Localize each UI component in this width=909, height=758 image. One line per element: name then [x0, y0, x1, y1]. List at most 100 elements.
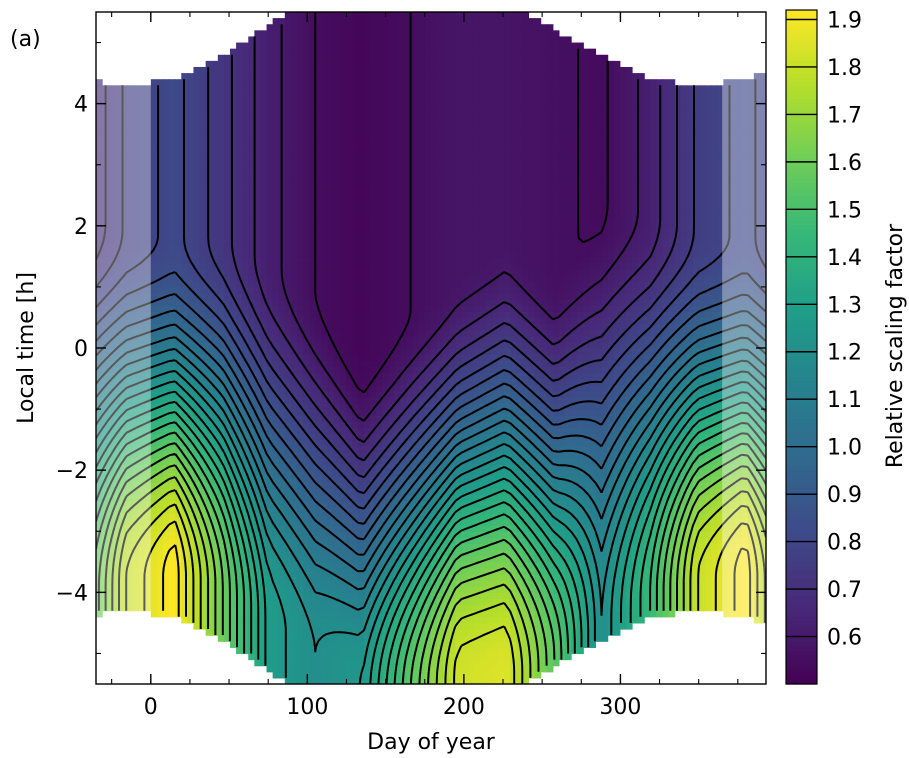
heatmap-cell [156, 561, 164, 569]
heatmap-cell [345, 653, 353, 661]
heatmap-cell [132, 574, 140, 581]
heatmap-cell [96, 476, 103, 483]
heatmap-cell [150, 378, 158, 386]
heatmap-cell [370, 219, 377, 227]
heatmap-cell [108, 329, 115, 337]
heatmap-cell [96, 421, 103, 429]
heatmap-cell [370, 543, 377, 551]
heatmap-cell [364, 402, 371, 410]
heatmap-cell [272, 225, 280, 233]
heatmap-cell [248, 164, 255, 172]
heatmap-cell [102, 268, 109, 276]
heatmap-cell [242, 464, 249, 471]
heatmap-cell [303, 79, 310, 86]
heatmap-cell [108, 415, 115, 422]
heatmap-cell [150, 457, 158, 465]
heatmap-cell [297, 396, 304, 404]
heatmap-cell [230, 409, 237, 416]
heatmap-cell [108, 402, 115, 410]
heatmap-cell [394, 115, 402, 123]
heatmap-cell [357, 390, 365, 398]
heatmap-cell [236, 311, 243, 319]
heatmap-cell [102, 348, 109, 355]
heatmap-cell [351, 470, 359, 477]
heatmap-cell [364, 506, 371, 514]
heatmap-cell [339, 549, 347, 557]
heatmap-cell [339, 152, 347, 160]
heatmap-cell [370, 103, 377, 111]
heatmap-cell [242, 519, 249, 526]
heatmap-cell [230, 115, 237, 123]
heatmap-cell [278, 366, 286, 374]
heatmap-cell [297, 586, 304, 593]
heatmap-cell [327, 103, 335, 111]
heatmap-cell [339, 195, 347, 202]
heatmap-cell [248, 42, 255, 50]
heatmap-cell [150, 134, 158, 141]
heatmap-cell [120, 329, 128, 337]
heatmap-cell [272, 659, 280, 667]
heatmap-cell [138, 476, 146, 483]
heatmap-cell [217, 134, 225, 141]
heatmap-cell [351, 250, 359, 257]
heatmap-cell [272, 201, 280, 209]
heatmap-cell [187, 598, 195, 606]
heatmap-cell [309, 293, 316, 300]
heatmap-cell [327, 91, 335, 99]
heatmap-cell [357, 635, 365, 642]
heatmap-cell [181, 384, 188, 392]
heatmap-cell [248, 262, 255, 270]
heatmap-cell [284, 482, 292, 490]
heatmap-cell [303, 250, 310, 257]
heatmap-cell [260, 476, 268, 483]
heatmap-cell [211, 195, 219, 202]
heatmap-cell [339, 378, 347, 386]
heatmap-cell [351, 66, 359, 74]
heatmap-cell [309, 244, 316, 251]
heatmap-cell [150, 555, 158, 563]
heatmap-cell [345, 299, 353, 306]
heatmap-cell [150, 103, 158, 111]
heatmap-cell [223, 622, 231, 630]
heatmap-cell [284, 36, 292, 44]
heatmap-cell [284, 665, 292, 673]
heatmap-cell [388, 12, 396, 19]
heatmap-cell [376, 390, 383, 398]
heatmap-cell [315, 97, 322, 105]
heatmap-cell [242, 170, 249, 178]
heatmap-cell [266, 366, 274, 374]
heatmap-cell [284, 164, 292, 172]
heatmap-cell [150, 305, 158, 312]
heatmap-cell [187, 268, 195, 276]
heatmap-cell [351, 293, 359, 300]
heatmap-cell [114, 140, 121, 147]
heatmap-cell [272, 48, 280, 56]
heatmap-cell [382, 274, 389, 282]
heatmap-cell [315, 183, 322, 190]
heatmap-cell [181, 457, 188, 465]
heatmap-cell [333, 622, 341, 630]
heatmap-cell [150, 189, 158, 196]
heatmap-cell [187, 457, 195, 465]
heatmap-cell [327, 152, 335, 160]
heatmap-cell [236, 421, 243, 429]
heatmap-cell [260, 451, 268, 459]
heatmap-cell [272, 79, 280, 86]
heatmap-cell [388, 519, 396, 526]
heatmap-cell [217, 91, 225, 99]
heatmap-cell [199, 201, 207, 209]
heatmap-cell [266, 140, 274, 147]
heatmap-cell [351, 561, 359, 569]
heatmap-cell [388, 91, 396, 99]
heatmap-cell [370, 500, 377, 508]
heatmap-cell [309, 329, 316, 337]
heatmap-cell [138, 85, 146, 93]
heatmap-cell [199, 146, 207, 154]
heatmap-cell [114, 531, 121, 538]
heatmap-cell [230, 305, 237, 312]
heatmap-cell [242, 439, 249, 447]
heatmap-cell [236, 341, 243, 349]
heatmap-cell [303, 176, 310, 184]
heatmap-cell [297, 372, 304, 380]
heatmap-cell [297, 635, 304, 642]
